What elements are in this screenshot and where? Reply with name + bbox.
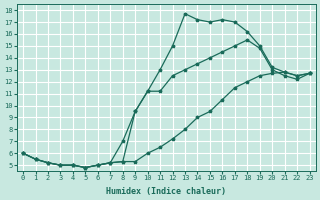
X-axis label: Humidex (Indice chaleur): Humidex (Indice chaleur) [106,187,226,196]
